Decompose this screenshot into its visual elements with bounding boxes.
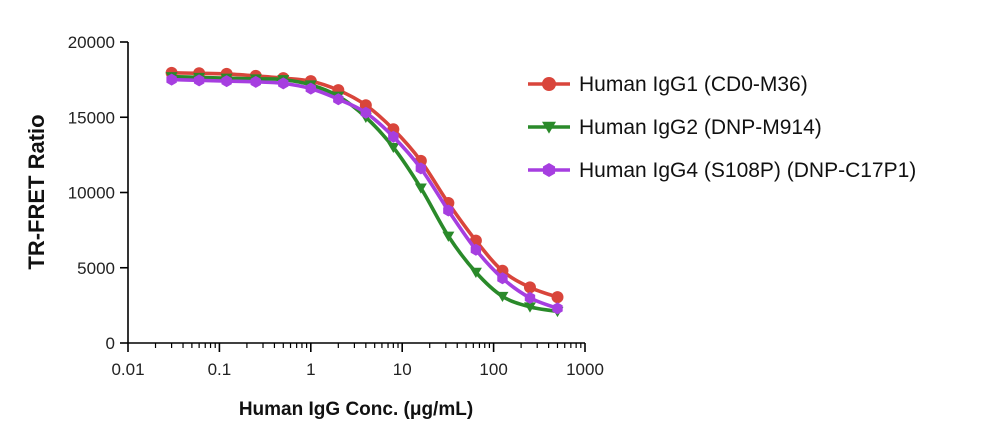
x-tick-label: 10 (393, 360, 412, 379)
data-point (496, 291, 509, 303)
legend-label: Human IgG2 (DNP-M914) (579, 116, 822, 139)
legend-item-2: Human IgG2 (DNP-M914) (528, 116, 822, 139)
legend-marker (542, 121, 556, 134)
series-1 (165, 66, 564, 304)
x-tick-label: 100 (479, 360, 507, 379)
x-tick-label: 1 (306, 360, 315, 379)
x-tick-label: 0.01 (111, 360, 144, 379)
data-point (523, 281, 536, 294)
data-point (443, 204, 454, 217)
y-tick-label: 10000 (68, 184, 115, 203)
x-tick-label: 0.1 (208, 360, 232, 379)
data-point (388, 130, 399, 143)
data-point (551, 291, 564, 304)
data-point (415, 162, 427, 175)
y-axis-title: TR-FRET Ratio (24, 114, 49, 269)
data-point (469, 267, 482, 278)
x-axis-title: Human IgG Conc. (μg/mL) (239, 399, 473, 420)
legend-label: Human IgG1 (CD0-M36) (579, 73, 808, 96)
data-point (359, 99, 372, 112)
data-point (221, 75, 232, 88)
plot-area (165, 66, 564, 318)
y-tick-label: 5000 (77, 259, 115, 278)
legend-item-1: Human IgG1 (CD0-M36) (528, 73, 808, 96)
y-tick-label: 20000 (68, 33, 115, 52)
x-tick-label: 1000 (566, 360, 604, 379)
y-tick-label: 15000 (68, 108, 115, 127)
series-3 (166, 73, 563, 315)
data-point (250, 75, 261, 88)
data-point (166, 73, 177, 86)
data-point (305, 82, 316, 95)
data-point (552, 302, 563, 315)
data-point (360, 106, 372, 119)
data-point (524, 291, 536, 304)
y-tick-label: 0 (106, 334, 115, 353)
legend-marker (542, 77, 556, 91)
data-point (497, 272, 508, 285)
data-point (523, 302, 536, 313)
data-point (193, 74, 205, 87)
legend: Human IgG1 (CD0-M36) Human IgG2 (DNP-M914… (528, 73, 916, 182)
data-point (278, 77, 289, 90)
data-point (442, 231, 455, 242)
legend-label: Human IgG4 (S108P) (DNP-C17P1) (579, 159, 916, 182)
axes: 0 5000 10000 15000 20000 0.01 0.1 1 10 100 1000 (68, 33, 604, 379)
legend-item-3: Human IgG4 (S108P) (DNP-C17P1) (528, 159, 916, 182)
data-point (414, 183, 427, 194)
data-point (387, 142, 400, 154)
legend-marker (542, 163, 556, 177)
data-point (470, 243, 482, 256)
data-point (333, 93, 344, 106)
